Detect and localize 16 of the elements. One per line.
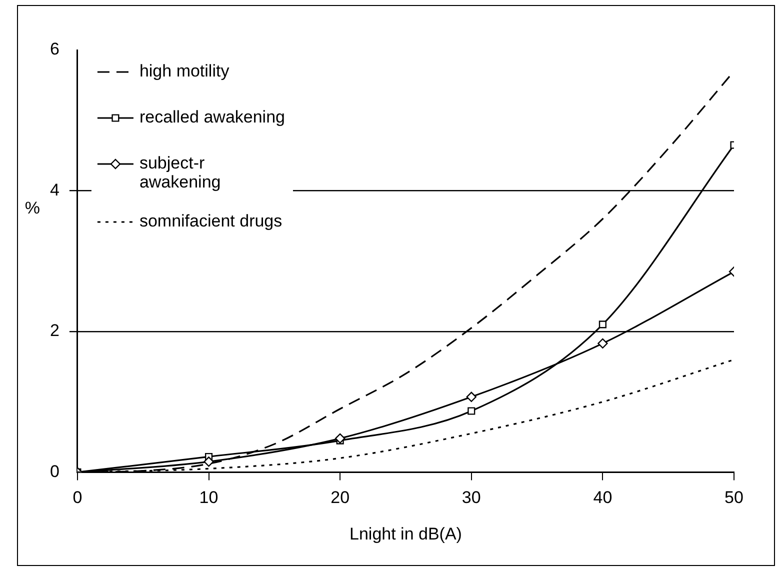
y-tick-label: 2 [50, 321, 60, 340]
legend-label: high motility [139, 62, 230, 81]
legend-label: somnifacient drugs [139, 212, 282, 231]
y-tick-label: 4 [50, 180, 60, 200]
y-tick-label: 0 [50, 462, 60, 481]
x-tick-label: 50 [724, 488, 744, 508]
y-axis-title: % [24, 198, 40, 218]
legend-label: recalled awakening [139, 108, 285, 127]
legend-label: subject-r awakening [139, 154, 221, 192]
x-tick-label: 10 [199, 488, 218, 508]
x-axis-title: Lnight in dB(A) [350, 524, 462, 544]
x-tick-label: 30 [462, 488, 481, 508]
x-tick-label: 0 [72, 488, 82, 508]
x-tick-label: 40 [593, 488, 612, 508]
x-tick-label: 20 [330, 488, 350, 508]
y-tick-label: 6 [50, 40, 60, 59]
